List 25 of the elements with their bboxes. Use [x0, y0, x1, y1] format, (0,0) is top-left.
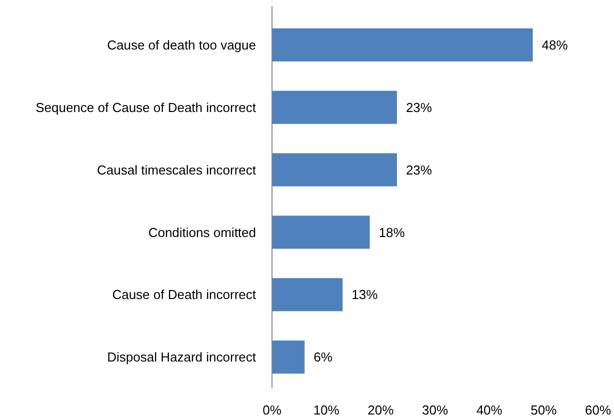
x-tick-label: 30% [422, 402, 448, 417]
x-tick-label: 60% [584, 402, 612, 417]
bar [272, 153, 397, 186]
x-tick-label: 50% [530, 402, 558, 417]
data-label: 48% [542, 37, 568, 52]
data-label: 23% [406, 162, 432, 178]
y-tick-label: Disposal Hazard incorrect [107, 350, 256, 365]
y-tick-label: Cause of death too vague [107, 37, 256, 52]
data-label: 13% [352, 287, 378, 302]
data-label: 6% [314, 350, 333, 365]
bar [272, 340, 305, 374]
y-tick-label: Sequence of Cause of Death incorrect [36, 100, 256, 115]
bar [272, 90, 397, 124]
x-tick-label: 40% [476, 402, 503, 417]
y-tick-label: Conditions omitted [148, 224, 256, 240]
y-tick-label: Cause of Death incorrect [112, 287, 256, 302]
y-tick-label: Causal timescales incorrect [97, 162, 256, 178]
data-label: 18% [378, 224, 406, 240]
bar [272, 216, 370, 249]
data-label: 23% [406, 100, 432, 115]
x-tick-label: 0% [262, 402, 282, 417]
bar [272, 278, 343, 312]
x-tick-label: 10% [313, 402, 340, 417]
x-tick-label: 20% [368, 402, 394, 417]
bar [272, 28, 533, 62]
